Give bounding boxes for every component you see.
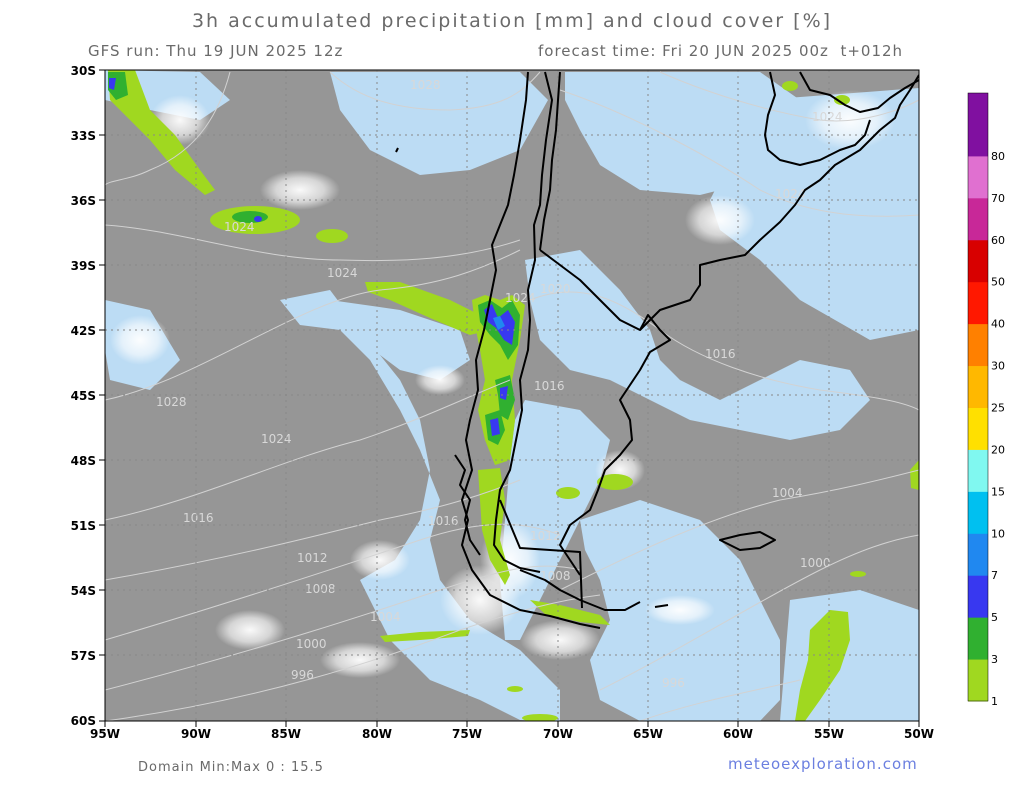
isobar-label: 1024 [775, 187, 806, 201]
isobar-label: 1016 [705, 347, 736, 361]
isobar-label: 1020 [540, 282, 571, 296]
colorbar-label: 10 [991, 527, 1005, 540]
colorbar-label: 50 [991, 276, 1005, 289]
colorbar-segment [968, 365, 988, 408]
isobar-label: 1024 [505, 291, 536, 305]
colorbar-labels: 1 3 5 7 10 15 20 25 30 40 50 60 70 80 [991, 150, 1005, 708]
colorbar-label: 5 [991, 611, 998, 624]
colorbar-segment [968, 155, 988, 199]
colorbar-label: 80 [991, 150, 1005, 163]
isobar-label: 1012 [297, 551, 328, 565]
lat-label: 60S [71, 714, 96, 728]
latitude-labels: 30S 33S 36S 39S 42S 45S 48S 51S 54S 57S … [71, 64, 96, 728]
lat-label: 33S [71, 129, 96, 143]
isobar-label: 1000 [800, 556, 831, 570]
lat-label: 42S [71, 324, 96, 338]
lon-label: 80W [362, 727, 392, 741]
colorbar-label: 7 [991, 569, 998, 582]
lat-label: 45S [71, 389, 96, 403]
lon-label: 60W [723, 727, 753, 741]
isobar-label: 1008 [540, 569, 571, 583]
isobar-label: 1024 [224, 220, 255, 234]
precipitation-areas [108, 70, 919, 721]
forecast-time-label: forecast time: Fri 20 JUN 2025 00z t+012… [538, 42, 904, 60]
colorbar-segment [968, 281, 988, 325]
isobar-label: 1028 [156, 395, 187, 409]
colorbar-label: 30 [991, 360, 1005, 373]
isobar-label: 1016 [534, 379, 565, 393]
colorbar-segment [968, 197, 988, 241]
colorbar-frame [967, 92, 989, 702]
isobar-label: 1024 [812, 110, 843, 124]
axis-ticks [99, 69, 920, 727]
isobar-label: 1016 [428, 514, 459, 528]
colorbar: 1 3 5 7 10 15 20 25 30 40 50 60 70 80 [967, 92, 1005, 708]
isobar-label: 1008 [305, 582, 336, 596]
colorbar-label: 25 [991, 401, 1005, 414]
isobar-label: 1024 [261, 432, 292, 446]
lon-label: 75W [452, 727, 482, 741]
lon-label: 90W [181, 727, 211, 741]
colorbar-label: 70 [991, 192, 1005, 205]
colorbar-label: 20 [991, 443, 1005, 456]
lat-label: 30S [71, 64, 96, 78]
colorbar-segment [968, 575, 988, 618]
graticule [105, 70, 919, 721]
domain-min-max: Domain Min:Max 0 : 15.5 [138, 760, 324, 775]
isobar-label: 996 [662, 676, 685, 690]
isobar-label: 1024 [327, 266, 358, 280]
isobar-label: 1004 [772, 486, 803, 500]
colorbar-label: 60 [991, 234, 1005, 247]
colorbar-label: 15 [991, 485, 1005, 498]
lon-label: 85W [271, 727, 301, 741]
coastlines [395, 71, 919, 629]
model-run-label: GFS run: Thu 19 JUN 2025 12z [88, 42, 344, 60]
chart-title: 3h accumulated precipitation [mm] and cl… [191, 10, 833, 32]
colorbar-segment [968, 407, 988, 450]
lon-label: 65W [633, 727, 663, 741]
isobar-label: 1012 [530, 529, 561, 543]
lat-label: 48S [71, 454, 96, 468]
colorbar-segment [968, 239, 988, 283]
isobar-label: 1000 [296, 637, 327, 651]
colorbar-segment [968, 617, 988, 660]
lat-label: 51S [71, 519, 96, 533]
lat-label: 57S [71, 649, 96, 663]
isobar-label: 1028 [410, 78, 441, 92]
colorbar-label: 3 [991, 653, 998, 666]
colorbar-segment [968, 491, 988, 534]
map-field: 1028 1024 1024 1024 1024 1024 1020 1016 … [105, 70, 919, 721]
colorbar-segments [968, 113, 988, 702]
lat-label: 36S [71, 194, 96, 208]
isobar-label: 996 [291, 668, 314, 682]
isobar-label: 1016 [183, 511, 214, 525]
lat-label: 54S [71, 584, 96, 598]
colorbar-segment [968, 323, 988, 367]
longitude-labels: 95W 90W 85W 80W 75W 70W 65W 60W 55W 50W [90, 727, 934, 741]
colorbar-segment [968, 533, 988, 576]
colorbar-label: 1 [991, 695, 998, 708]
isobar-label: 1004 [370, 610, 401, 624]
brand-link[interactable]: meteoexploration.com [728, 755, 918, 773]
colorbar-segment [968, 113, 988, 157]
lon-label: 95W [90, 727, 120, 741]
colorbar-label: 40 [991, 318, 1005, 331]
lat-label: 39S [71, 259, 96, 273]
isobar-labels: 1028 1024 1024 1024 1024 1024 1020 1016 … [156, 78, 843, 690]
lon-label: 55W [814, 727, 844, 741]
colorbar-segment [968, 449, 988, 492]
colorbar-segment [968, 659, 988, 702]
lon-label: 50W [904, 727, 934, 741]
lon-label: 70W [543, 727, 573, 741]
